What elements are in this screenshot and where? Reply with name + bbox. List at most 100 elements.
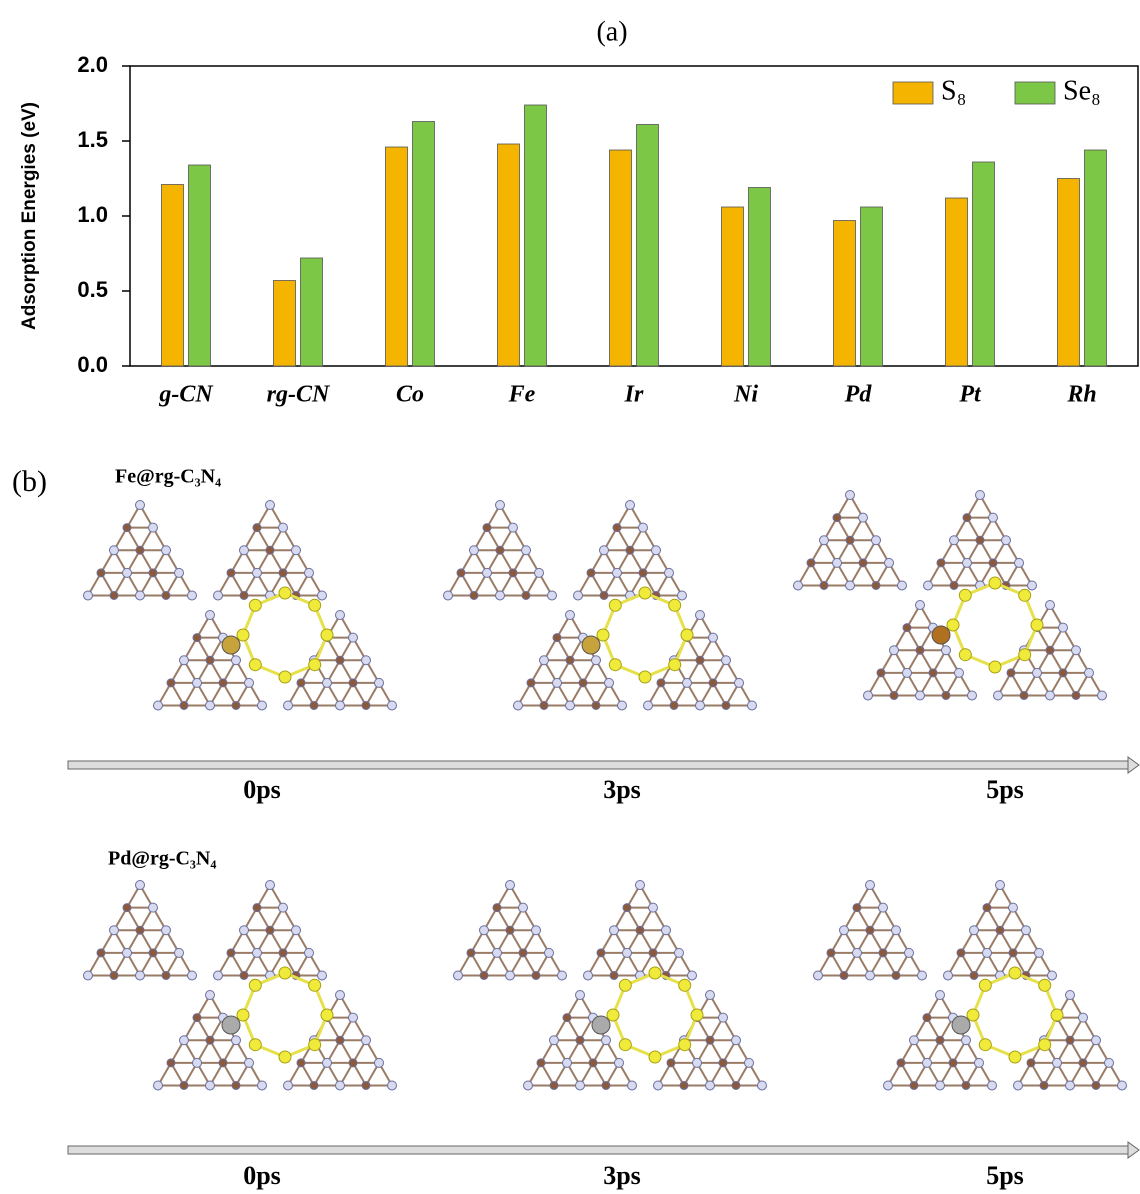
atom xyxy=(814,971,823,980)
y-axis-label: Adsorption Energies (eV) xyxy=(19,102,40,330)
atom xyxy=(794,581,803,590)
atom xyxy=(232,1081,240,1089)
sulfur-atom xyxy=(309,979,321,991)
sulfur-atom xyxy=(669,599,681,611)
atom xyxy=(253,904,261,912)
sulfur-atom xyxy=(237,1009,249,1021)
bar xyxy=(1058,179,1080,367)
atom xyxy=(149,903,158,912)
sulfur-atom xyxy=(1039,979,1051,991)
atom xyxy=(193,634,201,642)
atom xyxy=(1066,1036,1074,1044)
atom xyxy=(709,679,717,687)
atom xyxy=(219,1059,227,1067)
atom xyxy=(576,1036,584,1044)
atom xyxy=(602,1036,611,1045)
atom xyxy=(587,569,595,577)
atom xyxy=(1020,691,1028,699)
atom xyxy=(535,568,544,577)
atom xyxy=(123,524,131,532)
atom xyxy=(297,679,305,687)
time-label: 3ps xyxy=(603,775,641,804)
bar xyxy=(413,122,435,367)
atom xyxy=(506,881,515,890)
atom xyxy=(258,1081,267,1090)
page: (a) Adsorption Energies (eV) (b) Fe@rg-C… xyxy=(0,0,1140,1194)
atom xyxy=(110,926,119,935)
atom xyxy=(1092,1036,1101,1045)
atom xyxy=(136,971,145,980)
atom xyxy=(548,591,557,600)
atom xyxy=(758,1081,767,1090)
atom xyxy=(916,691,925,700)
atom xyxy=(180,1036,189,1045)
sulfur-atom xyxy=(679,1039,691,1051)
atom xyxy=(336,1081,345,1090)
legend-swatch xyxy=(893,82,933,104)
atom xyxy=(989,559,997,567)
atom xyxy=(162,591,170,599)
atom xyxy=(1046,691,1055,700)
atom xyxy=(323,1058,332,1067)
atom xyxy=(310,701,318,709)
time-arrow xyxy=(68,1142,1139,1158)
atom xyxy=(167,679,175,687)
atom xyxy=(206,1036,214,1044)
x-tick-label: Fe xyxy=(508,382,536,408)
atom xyxy=(297,1059,305,1067)
atom xyxy=(136,926,144,934)
atom xyxy=(154,701,163,710)
atom xyxy=(336,656,344,664)
atom xyxy=(180,1081,188,1089)
atom xyxy=(362,656,371,665)
atom xyxy=(483,568,492,577)
y-tick-label: 0.0 xyxy=(77,352,108,377)
sulfur-atom xyxy=(619,979,631,991)
sulfur-atom xyxy=(959,589,971,601)
atom xyxy=(279,523,288,532)
atom xyxy=(853,948,862,957)
atom xyxy=(745,1058,754,1067)
atom xyxy=(613,524,621,532)
sulfur-atom xyxy=(669,659,681,671)
atom xyxy=(649,903,658,912)
atom xyxy=(266,501,275,510)
atom xyxy=(532,971,540,979)
sulfur-atom xyxy=(1009,967,1021,979)
atom xyxy=(193,1058,202,1067)
atom xyxy=(305,568,314,577)
atom xyxy=(574,591,583,600)
atom xyxy=(807,559,815,567)
atom xyxy=(654,1081,663,1090)
atom xyxy=(623,948,632,957)
atom xyxy=(123,568,132,577)
sulfur-atom xyxy=(309,599,321,611)
atom xyxy=(626,546,634,554)
atom xyxy=(732,1081,740,1089)
atom xyxy=(493,904,501,912)
system-label: Fe@rg-C₃N₄ xyxy=(115,466,221,488)
x-tick-label: Ir xyxy=(624,382,644,408)
atom xyxy=(1059,669,1067,677)
atom xyxy=(388,1081,397,1090)
atom xyxy=(240,591,248,599)
atom xyxy=(820,581,828,589)
atom xyxy=(678,591,687,600)
atom xyxy=(493,948,502,957)
atom xyxy=(892,971,900,979)
atom xyxy=(454,971,463,980)
atom xyxy=(292,546,301,555)
atom xyxy=(639,523,648,532)
x-tick-label: Co xyxy=(396,382,424,408)
atom xyxy=(527,679,535,687)
sulfur-atom xyxy=(309,659,321,671)
bar xyxy=(749,188,771,367)
atom xyxy=(1079,1059,1087,1067)
atom xyxy=(983,904,991,912)
atom xyxy=(180,656,189,665)
atom xyxy=(496,501,505,510)
x-tick-label: g-CN xyxy=(158,382,214,408)
atom xyxy=(644,701,653,710)
atom xyxy=(553,634,561,642)
atom xyxy=(1015,558,1024,567)
